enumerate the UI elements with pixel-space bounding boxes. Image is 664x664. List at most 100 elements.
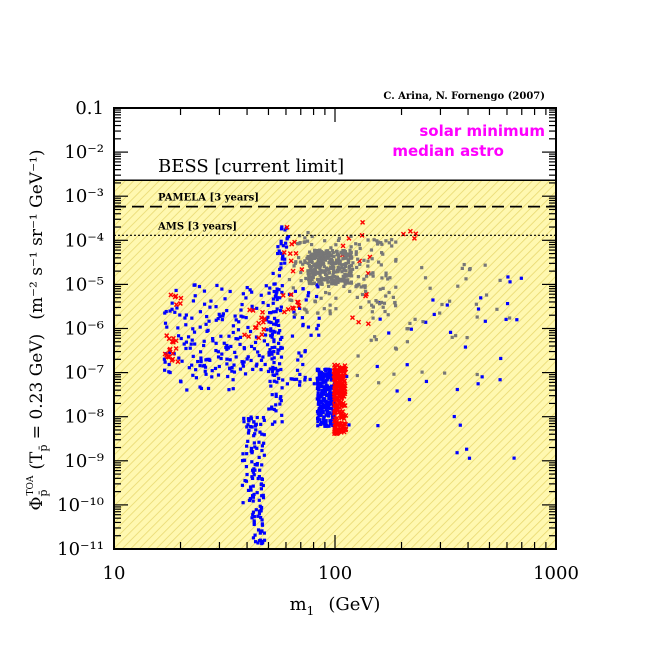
legend-line-2: median astro	[392, 142, 504, 160]
blue-point	[259, 529, 263, 533]
blue-point	[274, 292, 278, 296]
blue-point	[167, 362, 171, 367]
x-label-main: m	[290, 594, 307, 615]
gray-point	[342, 279, 347, 283]
blue-point	[448, 330, 453, 334]
gray-point	[309, 266, 313, 270]
red-point	[246, 334, 252, 340]
blue-point	[250, 516, 254, 520]
blue-point	[259, 293, 263, 297]
blue-point	[318, 418, 322, 422]
blue-point	[329, 406, 334, 411]
red-point	[340, 387, 346, 393]
blue-point	[324, 423, 328, 428]
blue-point	[273, 420, 277, 424]
blue-point	[257, 512, 262, 516]
blue-point	[252, 434, 256, 438]
gray-point	[374, 299, 378, 303]
y-label-sub: p̄	[37, 490, 50, 497]
red-point	[411, 235, 417, 241]
gray-point	[329, 277, 333, 281]
gray-point	[336, 238, 341, 243]
gray-point	[319, 259, 324, 263]
red-point	[332, 416, 338, 422]
blue-point	[277, 376, 281, 381]
gray-point	[317, 280, 321, 284]
gray-point	[387, 241, 391, 245]
blue-point	[252, 521, 256, 525]
gray-point	[324, 269, 328, 273]
blue-point	[260, 494, 264, 498]
gray-point	[475, 372, 479, 377]
blue-point	[260, 477, 265, 482]
blue-point	[407, 397, 412, 402]
blue-point	[259, 487, 263, 491]
blue-point	[280, 335, 284, 340]
gray-point	[337, 256, 341, 260]
gray-point	[291, 286, 295, 290]
red-point	[162, 351, 168, 357]
gray-point	[338, 260, 342, 264]
gray-point	[360, 292, 365, 297]
red-point	[287, 251, 293, 257]
blue-point	[233, 314, 237, 318]
blue-point	[306, 325, 311, 329]
blue-point	[287, 292, 292, 297]
blue-point	[271, 367, 275, 371]
gray-point	[508, 316, 512, 320]
blue-point	[327, 376, 331, 380]
y-label-sup: TOA	[26, 475, 36, 495]
red-point	[247, 307, 253, 313]
red-point	[336, 375, 342, 381]
gray-point	[315, 249, 319, 253]
blue-point	[328, 421, 332, 425]
red-point	[333, 419, 339, 425]
blue-point	[376, 424, 380, 428]
blue-point	[250, 494, 255, 498]
gray-point	[320, 253, 324, 257]
blue-point	[424, 320, 428, 324]
blue-point	[301, 322, 305, 327]
gray-point	[299, 270, 303, 275]
blue-point	[215, 283, 219, 288]
blue-point	[262, 441, 266, 445]
blue-point	[316, 323, 320, 327]
y-label-mid: (T	[27, 451, 47, 470]
blue-point	[325, 405, 329, 410]
red-point	[289, 241, 295, 247]
gray-point	[345, 273, 349, 277]
blue-point	[323, 385, 327, 389]
y-label-phi: Φ	[27, 497, 47, 511]
blue-point	[276, 351, 280, 355]
gray-point	[376, 242, 380, 246]
gray-point	[340, 266, 344, 270]
gray-point	[319, 270, 323, 274]
blue-point	[323, 372, 327, 377]
gray-point	[344, 255, 348, 259]
gray-point	[305, 310, 309, 314]
gray-point	[377, 381, 381, 385]
blue-point	[328, 368, 332, 372]
gray-point	[376, 240, 380, 244]
gray-point	[307, 275, 312, 279]
gray-point	[350, 274, 354, 278]
blue-point	[187, 366, 191, 370]
blue-point	[321, 409, 325, 413]
red-point	[168, 292, 174, 298]
blue-point	[276, 251, 280, 256]
blue-point	[211, 339, 215, 343]
gray-point	[336, 280, 340, 285]
blue-point	[176, 334, 181, 338]
gray-point	[349, 234, 353, 238]
gray-point	[440, 302, 444, 307]
gray-point	[328, 303, 332, 307]
gray-point	[327, 280, 331, 284]
gray-point	[381, 252, 385, 256]
y-tick-label: 10⁻⁵	[64, 274, 104, 295]
blue-point	[329, 384, 334, 388]
red-point	[256, 335, 262, 341]
gray-point	[327, 267, 331, 272]
gray-point	[413, 317, 417, 321]
gray-point	[358, 246, 362, 251]
blue-point	[179, 336, 183, 341]
